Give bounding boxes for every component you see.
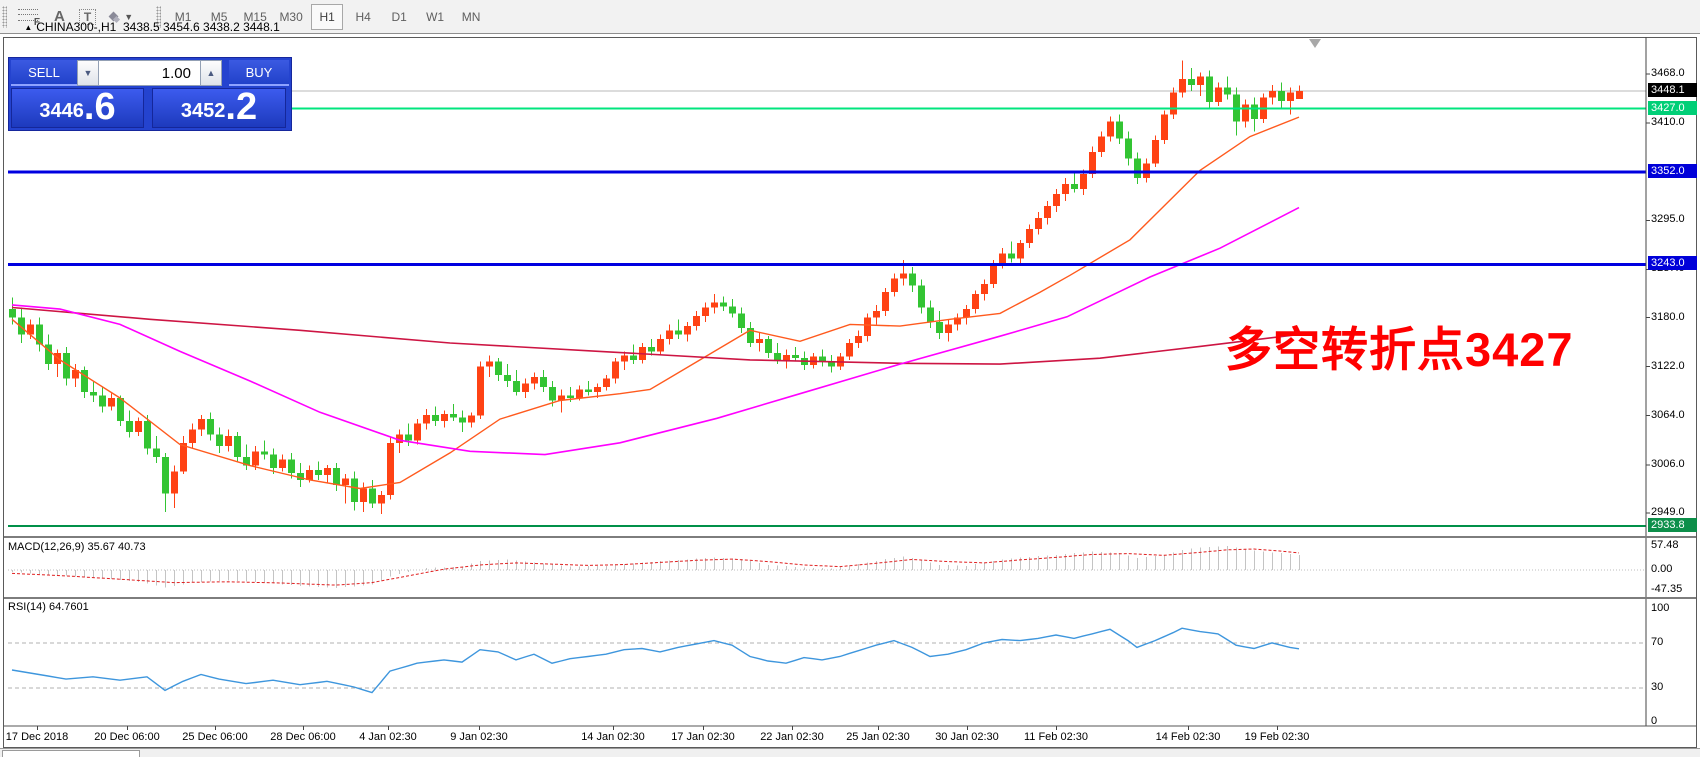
chart-title: ▲ CHINA300-,H1 3438.5 3454.6 3438.2 3448.… [11, 6, 280, 48]
symbol-name: CHINA300-,H1 [36, 20, 117, 34]
price-badge-3427.0: 3427.0 [1648, 100, 1697, 115]
toolbar-grip-2[interactable] [156, 5, 162, 28]
price-badge-3448.1: 3448.1 [1648, 82, 1697, 97]
price-badge-3352.0: 3352.0 [1648, 164, 1697, 179]
timeframe-button-m30[interactable]: M30 [279, 9, 303, 24]
macd-axis-57.48: 57.48 [1651, 539, 1679, 551]
chart-window [3, 37, 1697, 748]
buy-price-display[interactable]: 3452.2 [152, 88, 286, 128]
rsi-axis-30: 30 [1651, 681, 1664, 693]
volume-decrease-button[interactable]: ▼ [77, 60, 99, 86]
timeframe-buttons: M1 M5 M15 M30 H1 H4 D1 W1 MN [165, 3, 489, 30]
rsi-axis-100: 100 [1651, 602, 1670, 614]
time-label: 30 Jan 02:30 [935, 731, 999, 743]
timeframe-button-h4[interactable]: H4 [355, 9, 371, 24]
scroll-end-marker-icon[interactable] [1309, 39, 1321, 48]
price-tick-2949.0: 2949.0 [1651, 506, 1685, 518]
time-label: 9 Jan 02:30 [450, 731, 508, 743]
rsi-indicator-label: RSI(14) 64.7601 [8, 601, 89, 613]
price-tick-3468.0: 3468.0 [1651, 67, 1685, 79]
time-label: 4 Jan 02:30 [359, 731, 417, 743]
buy-button[interactable]: BUY [229, 60, 289, 86]
toolbar-grip[interactable] [2, 5, 7, 28]
shapes-icon[interactable]: ▼ [103, 4, 140, 30]
ma-slow-line[interactable] [11, 306, 1300, 365]
toolbar: F A T ▼ M1 M5 M15 M30 H1 H4 D1 W1 MN [0, 0, 1700, 34]
symbol-dropdown-icon[interactable]: ▲ [24, 23, 33, 32]
time-label: 11 Feb 02:30 [1023, 731, 1089, 743]
macd-signal-line[interactable] [11, 548, 1300, 586]
sell-price-display[interactable]: 3446.6 [11, 88, 144, 128]
time-label: 14 Jan 02:30 [581, 731, 645, 743]
volume-input[interactable]: 1.00 [99, 60, 200, 86]
chevron-down-icon: ▼ [124, 11, 134, 22]
one-click-trading-panel: SELL ▼ 1.00 ▲ BUY 3446.6 3452.2 [8, 57, 292, 131]
price-badge-2933.8: 2933.8 [1648, 517, 1697, 532]
ohlc-values: 3438.5 3454.6 3438.2 3448.1 [122, 20, 280, 34]
time-label: 25 Jan 02:30 [846, 731, 910, 743]
fibonacci-icon[interactable]: F [11, 4, 47, 30]
ma-fast-line[interactable] [11, 116, 1300, 490]
price-badge-3243.0: 3243.0 [1648, 256, 1697, 271]
chart-tab-bar [0, 748, 1700, 757]
time-label: 14 Feb 02:30 [1155, 731, 1221, 743]
time-label: 28 Dec 06:00 [270, 731, 336, 743]
timeframe-button-m5[interactable]: M5 [210, 9, 228, 24]
price-tick-3006.0: 3006.0 [1651, 457, 1685, 470]
text-label-icon[interactable]: T [72, 4, 103, 30]
rsi-line[interactable] [11, 627, 1300, 694]
chart-tab[interactable] [2, 750, 140, 757]
volume-increase-button[interactable]: ▲ [200, 60, 222, 86]
price-tick-3295.0: 3295.0 [1651, 213, 1685, 226]
time-label: 17 Dec 2018 [5, 731, 69, 743]
price-tick-3180.0: 3180.0 [1651, 310, 1685, 323]
timeframe-button-d1[interactable]: D1 [391, 9, 407, 24]
timeframe-button-h1[interactable]: H1 [311, 3, 344, 30]
timeframe-button-m1[interactable]: M1 [174, 9, 192, 24]
macd-axis--47.35: -47.35 [1651, 583, 1683, 595]
rsi-axis-0: 0 [1651, 715, 1658, 727]
time-label: 17 Jan 02:30 [671, 731, 735, 743]
rsi-axis-70: 70 [1651, 636, 1664, 648]
timeframe-button-mn[interactable]: MN [461, 9, 481, 24]
sell-button[interactable]: SELL [11, 60, 77, 86]
chart-annotation-text[interactable]: 多空转折点3427 [1225, 323, 1574, 376]
macd-axis-0.00: 0.00 [1651, 563, 1673, 575]
ma-mid-line[interactable] [11, 206, 1300, 456]
time-label: 22 Jan 02:30 [760, 731, 824, 743]
text-icon[interactable]: A [54, 8, 65, 25]
time-label: 20 Dec 06:00 [94, 731, 160, 743]
timeframe-button-m15[interactable]: M15 [243, 9, 267, 24]
time-label: 25 Dec 06:00 [182, 731, 248, 743]
price-tick-3122.0: 3122.0 [1651, 359, 1685, 372]
timeframe-button-w1[interactable]: W1 [426, 9, 445, 24]
price-tick-3064.0: 3064.0 [1651, 408, 1685, 421]
macd-indicator-label: MACD(12,26,9) 35.67 40.73 [8, 541, 146, 553]
price-tick-3410.0: 3410.0 [1651, 116, 1685, 129]
time-label: 19 Feb 02:30 [1244, 731, 1310, 743]
